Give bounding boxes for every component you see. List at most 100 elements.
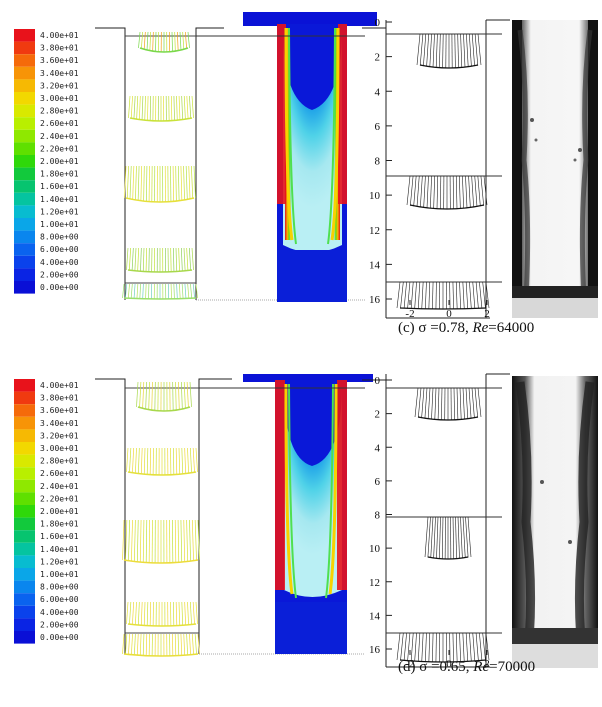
velocity-front bbox=[127, 471, 197, 476]
y-tick-label: 10 bbox=[369, 543, 381, 555]
velocity-vector bbox=[423, 33, 427, 67]
velocity-vector bbox=[416, 175, 420, 207]
velocity-vector bbox=[143, 165, 145, 202]
velocity-vector bbox=[479, 632, 483, 661]
legend-label: 4.00e+00 bbox=[40, 608, 79, 617]
legend-swatch bbox=[14, 281, 35, 294]
velocity-vector bbox=[175, 165, 177, 202]
panel-caption: (c) σ =0.78, Re=64000 bbox=[398, 320, 535, 336]
velocity-vector bbox=[477, 175, 481, 207]
velocity-vector bbox=[192, 447, 195, 473]
legend-label: 3.20e+01 bbox=[40, 431, 79, 440]
velocity-vector bbox=[173, 95, 175, 121]
legend-label: 4.00e+01 bbox=[40, 31, 79, 40]
velocity-vector bbox=[462, 632, 465, 662]
velocity-vector bbox=[459, 281, 461, 309]
velocity-vector bbox=[180, 633, 183, 656]
velocity-vector bbox=[195, 601, 198, 625]
velocity-vector bbox=[175, 447, 178, 475]
legend-swatch bbox=[14, 542, 35, 556]
velocity-vector bbox=[181, 283, 184, 299]
y-tick-label: 12 bbox=[369, 577, 380, 589]
legend-swatch bbox=[14, 167, 35, 181]
velocity-vector bbox=[137, 247, 140, 272]
velocity-vector bbox=[439, 33, 441, 68]
velocity-vector bbox=[421, 387, 425, 419]
velocity-vector bbox=[429, 33, 432, 67]
y-tick-label: 2 bbox=[375, 52, 381, 64]
velocity-vector bbox=[136, 381, 139, 408]
legend-swatch bbox=[14, 142, 35, 155]
velocity-vector bbox=[170, 95, 173, 121]
velocity-vector bbox=[126, 447, 129, 473]
velocity-vector bbox=[126, 165, 129, 199]
velocity-vector bbox=[442, 33, 444, 68]
velocity-vector bbox=[432, 281, 434, 309]
velocity-vector bbox=[424, 387, 428, 419]
velocity-vector bbox=[136, 519, 139, 562]
velocity-vector bbox=[122, 633, 125, 655]
velocity-vector bbox=[421, 281, 424, 309]
velocity-vector bbox=[186, 381, 189, 408]
legend-label: 1.00e+01 bbox=[40, 570, 79, 579]
velocity-vector bbox=[179, 283, 181, 299]
velocity-vector bbox=[182, 31, 185, 50]
velocity-vector bbox=[128, 247, 132, 271]
velocity-vector bbox=[482, 632, 486, 661]
velocity-front bbox=[399, 307, 487, 310]
velocity-vector bbox=[459, 175, 461, 209]
y-tick-label: 16 bbox=[369, 294, 381, 306]
velocity-vector bbox=[128, 95, 131, 119]
velocity-vector bbox=[125, 283, 128, 299]
legend-swatch bbox=[14, 92, 35, 105]
y-tick-label: 4 bbox=[375, 86, 381, 98]
velocity-vector bbox=[460, 516, 463, 559]
legend-label: 3.40e+01 bbox=[40, 419, 79, 428]
legend-label: 2.20e+01 bbox=[40, 144, 79, 153]
legend-swatch bbox=[14, 442, 35, 455]
legend-swatch bbox=[14, 379, 35, 392]
velocity-vector bbox=[197, 519, 200, 561]
velocity-vector bbox=[188, 247, 192, 271]
legend-label: 1.20e+01 bbox=[40, 207, 79, 216]
legend-swatch bbox=[14, 404, 35, 417]
legend-swatch bbox=[14, 230, 35, 244]
velocity-vector bbox=[440, 175, 442, 209]
velocity-vector bbox=[194, 519, 197, 561]
velocity-vector bbox=[178, 447, 181, 475]
velocity-vector bbox=[135, 601, 137, 625]
legend-label: 8.00e+00 bbox=[40, 233, 79, 242]
legend-label: 2.00e+00 bbox=[40, 270, 79, 279]
velocity-vector bbox=[187, 283, 190, 299]
panel-caption: (d) σ =0.65, Re=70000 bbox=[398, 659, 536, 675]
velocity-vector bbox=[131, 633, 133, 655]
velocity-vector bbox=[418, 387, 422, 418]
velocity-vector bbox=[459, 387, 462, 420]
velocity-vector bbox=[419, 33, 424, 66]
velocity-vector bbox=[125, 633, 128, 655]
legend-label: 4.00e+01 bbox=[40, 381, 79, 390]
y-tick-label: 14 bbox=[369, 610, 381, 622]
velocity-vector bbox=[469, 33, 472, 67]
velocity-vector bbox=[430, 516, 434, 558]
legend-label: 3.00e+01 bbox=[40, 444, 79, 453]
velocity-vector bbox=[174, 633, 177, 656]
velocity-vector bbox=[131, 519, 133, 562]
velocity-vector bbox=[128, 519, 131, 561]
velocity-vector bbox=[452, 281, 454, 309]
legend-label: 3.40e+01 bbox=[40, 69, 79, 78]
velocity-vector bbox=[178, 95, 181, 120]
velocity-vector bbox=[189, 381, 192, 408]
velocity-vector bbox=[468, 387, 472, 419]
velocity-vector bbox=[183, 95, 186, 120]
legend-label: 2.40e+01 bbox=[40, 132, 79, 141]
legend-label: 8.00e+00 bbox=[40, 583, 79, 592]
velocity-vector bbox=[432, 632, 434, 662]
velocity-vector bbox=[472, 281, 476, 309]
velocity-vector bbox=[428, 632, 431, 662]
legend-label: 2.80e+01 bbox=[40, 107, 79, 116]
velocity-vector bbox=[131, 247, 134, 271]
legend-label: 1.60e+01 bbox=[40, 532, 79, 541]
legend-label: 2.00e+01 bbox=[40, 157, 79, 166]
legend-label: 2.80e+01 bbox=[40, 457, 79, 466]
